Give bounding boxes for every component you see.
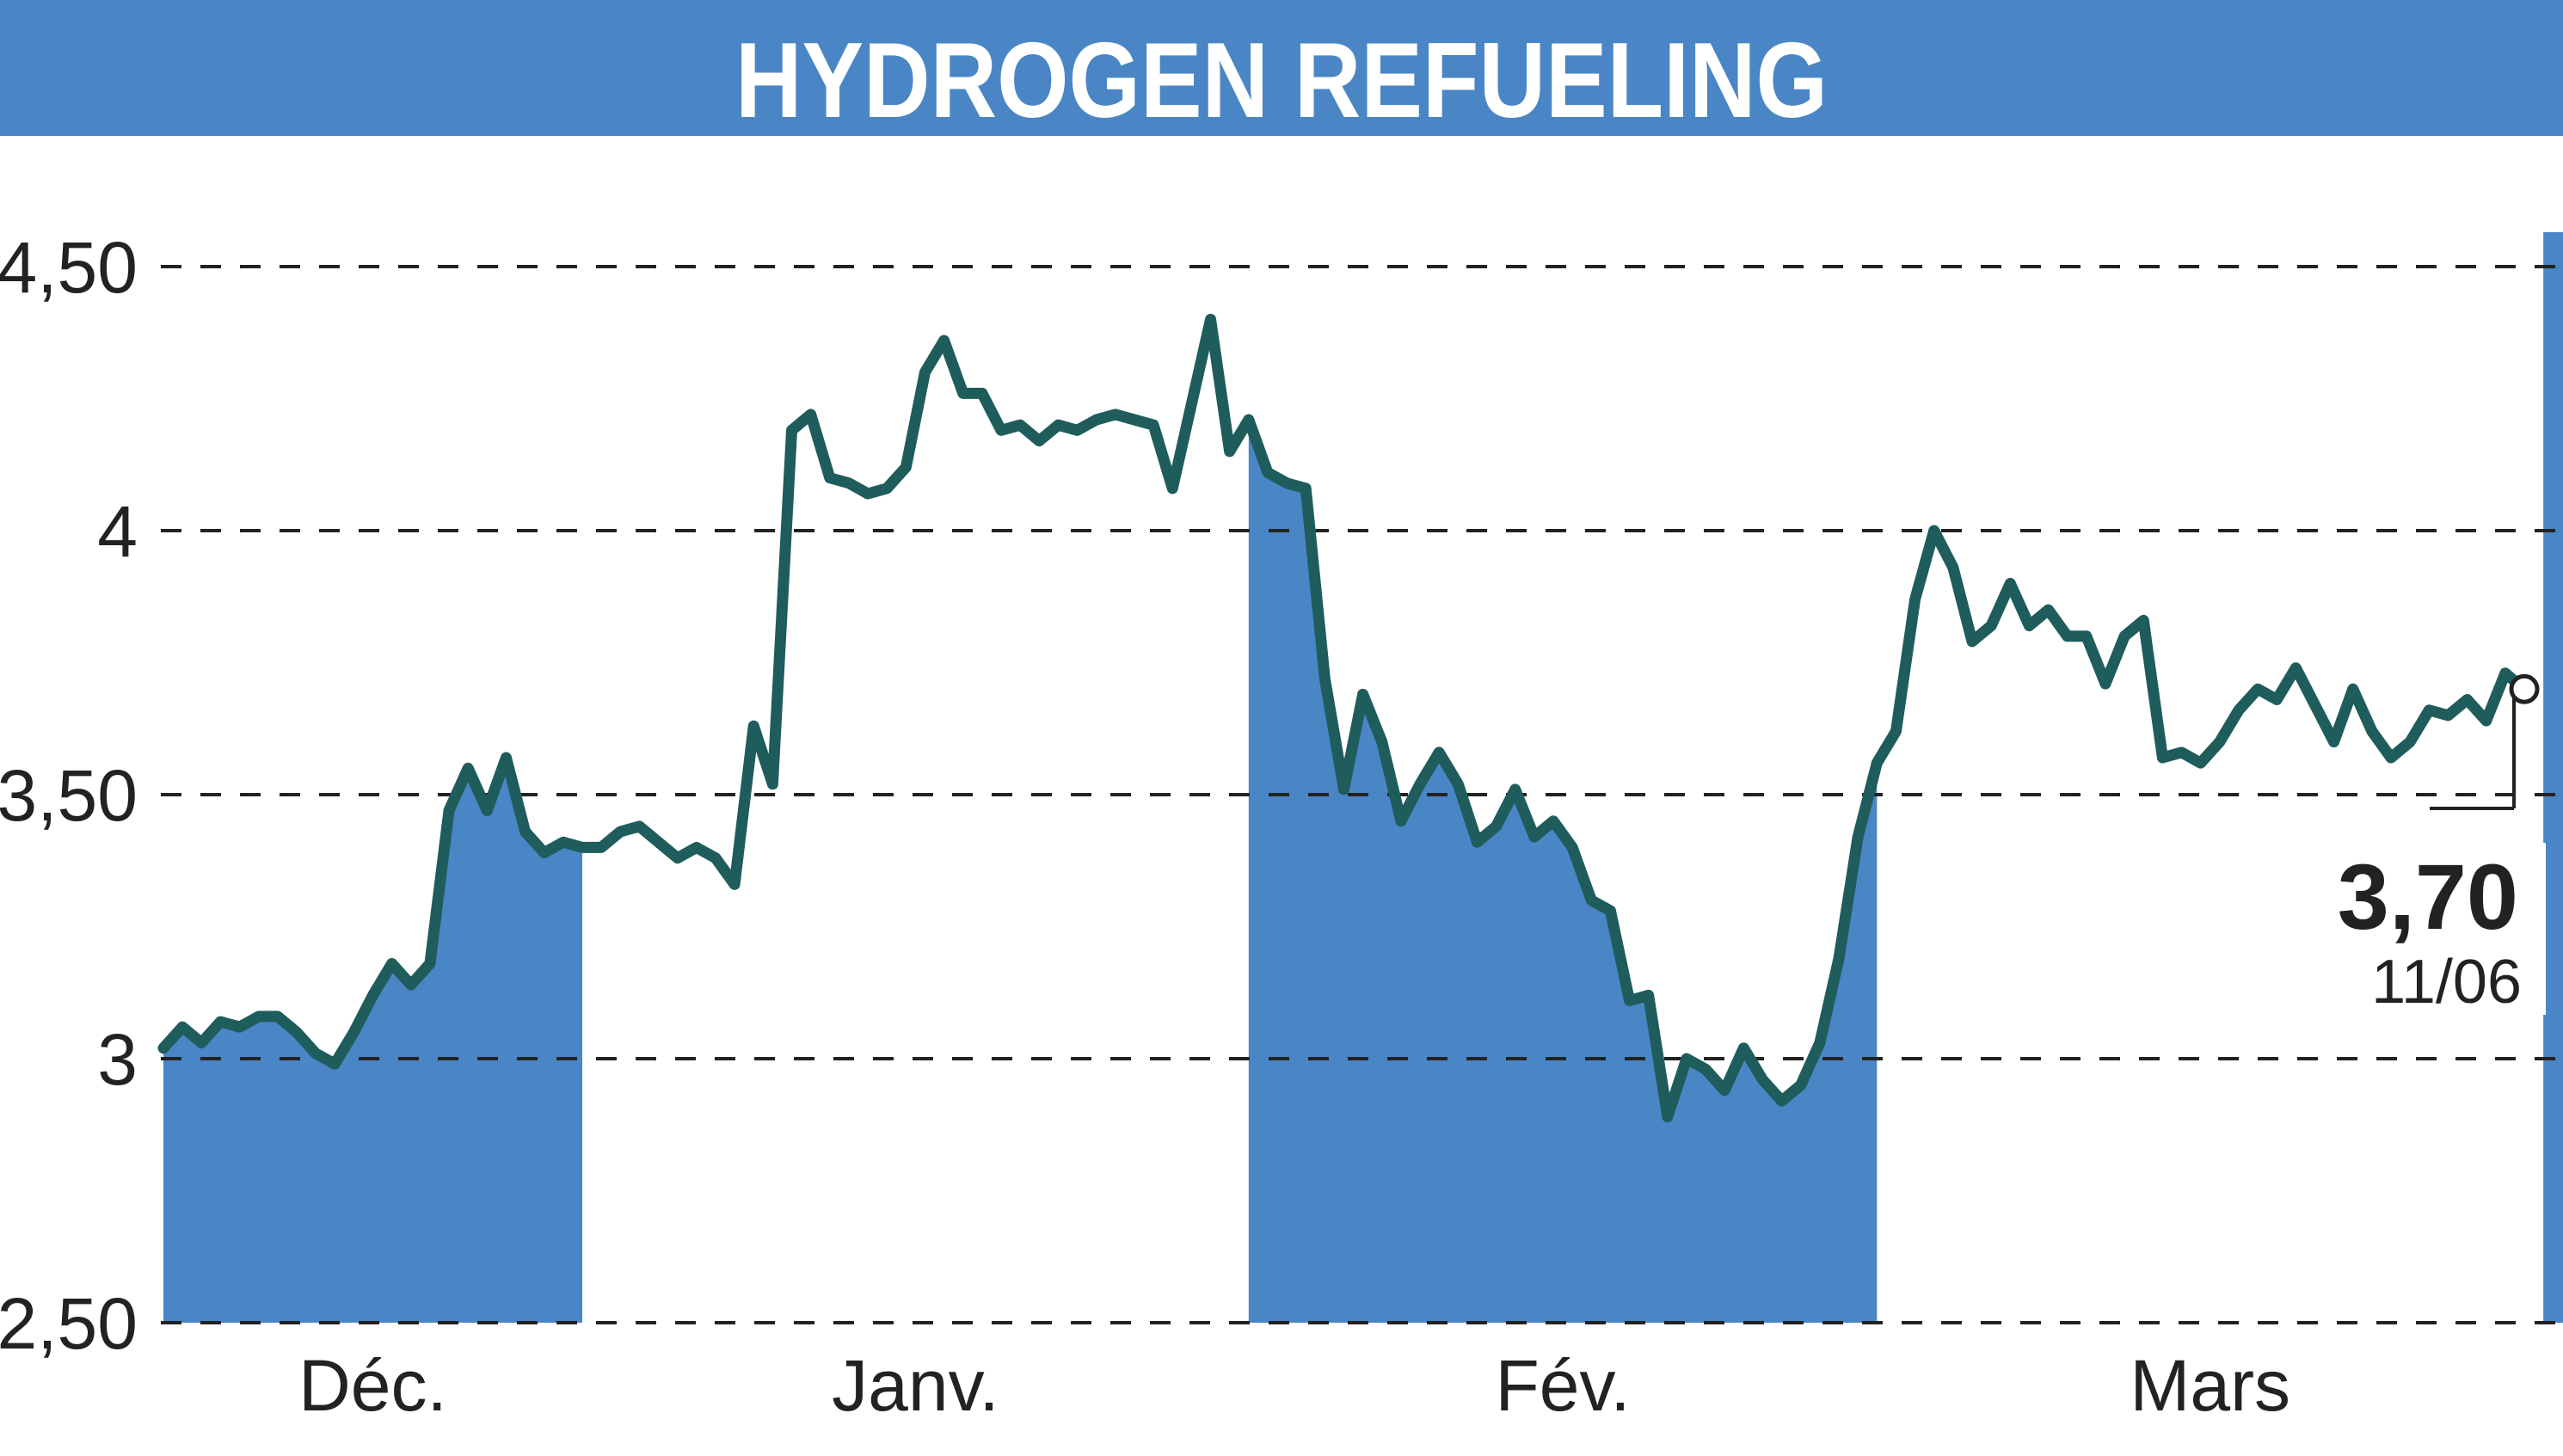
last-value-dot	[2509, 673, 2540, 704]
y-tick-label-2-50: 2,50	[0, 1283, 138, 1364]
header-title-box	[718, 0, 1845, 136]
last-value-label: 3,70	[2338, 845, 2518, 949]
month-label-déc: Déc.	[298, 1345, 447, 1426]
y-tick-label-3: 3	[97, 1019, 138, 1100]
chart-title: HYDROGEN REFUELING	[735, 22, 1828, 140]
last-value-label-bg	[2322, 843, 2546, 1015]
y-tick-label-4: 4	[97, 491, 138, 572]
month-band-avril	[2543, 232, 2563, 1323]
area-above-line-mask	[163, 198, 2524, 1117]
last-value-marker	[2430, 673, 2540, 810]
last-value-date: 11/06	[2371, 948, 2522, 1017]
y-tick-label-4-50: 4,50	[0, 227, 138, 308]
month-label-mars: Mars	[2130, 1345, 2290, 1426]
grid-lines	[161, 265, 2563, 1324]
month-shading	[163, 198, 2563, 1323]
price-line	[157, 313, 2530, 1123]
y-tick-label-3-50: 3,50	[0, 755, 138, 836]
x-axis-month-labels: Déc.Janv.Fév.MarsAvrilMaiJ.	[298, 1345, 2290, 1426]
y-axis-ticks: 2,50 3 3,50 4 4,50	[0, 227, 138, 1364]
month-label-fév: Fév.	[1496, 1345, 1631, 1426]
month-label-janv: Janv.	[832, 1345, 999, 1426]
